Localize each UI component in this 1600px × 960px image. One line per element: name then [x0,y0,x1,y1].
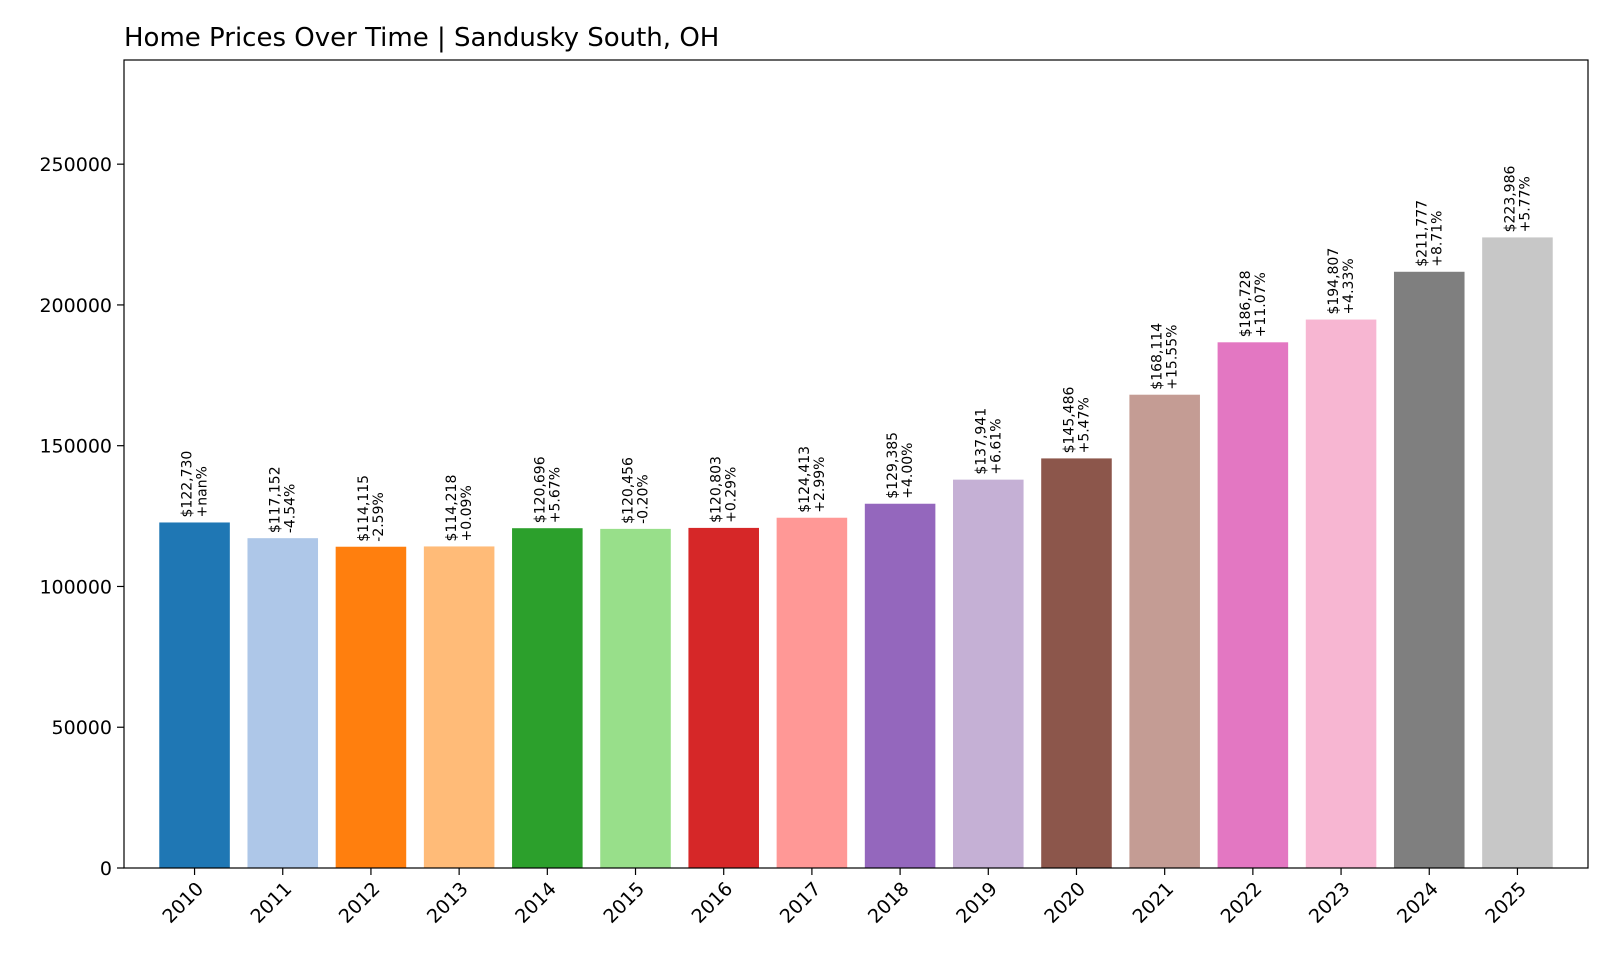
y-tick-label: 250000 [39,154,112,176]
data-label-2016: $120,803+0.29% [709,456,740,523]
value-label: $120,696 [532,456,548,523]
data-label-2014: $120,696+5.67% [532,456,563,523]
bar-2020 [1041,458,1112,868]
value-label: $145,486 [1061,387,1077,454]
bar-2011 [247,538,319,868]
data-label-2021: $168,114+15.55% [1150,323,1181,390]
x-tick-label-2017: 2017 [776,878,826,928]
x-tick-label-2012: 2012 [335,878,385,928]
value-label: $194,807 [1326,248,1342,315]
value-label: $122,730 [180,451,196,518]
y-tick-label: 200000 [39,295,112,317]
bar-2018 [864,503,936,868]
change-label: +0.09% [459,485,475,541]
data-label-2010: $122,730+nan% [180,451,211,518]
change-label: +5.67% [547,467,563,523]
x-tick-label-2024: 2024 [1393,878,1443,928]
x-tick-label-2013: 2013 [423,878,473,928]
change-label: +5.77% [1517,176,1533,232]
y-tick-label: 100000 [39,576,112,598]
bar-2025 [1482,237,1553,868]
value-label: $129,385 [885,432,901,499]
value-label: $117,152 [268,466,284,533]
change-label: -2.59% [371,492,387,542]
data-label-2024: $211,777+8.71% [1414,200,1445,267]
change-label: +0.29% [724,467,740,523]
value-label: $137,941 [973,408,989,475]
value-label: $186,728 [1238,270,1254,337]
data-label-2018: $129,385+4.00% [885,432,916,499]
bar-2021 [1129,394,1200,868]
x-tick-label-2016: 2016 [687,878,737,928]
value-label: $223,986 [1502,166,1518,233]
bar-2012 [335,546,407,868]
x-tick-label-2021: 2021 [1128,878,1178,928]
change-label: +15.55% [1165,325,1181,390]
data-label-2017: $124,413+2.99% [797,446,828,513]
y-axis: 0 50000 100000 150000 200000 250000 [39,154,124,880]
bar-2010 [159,522,230,868]
bar-2022 [1217,342,1289,869]
data-label-2013: $114,218+0.09% [444,475,475,542]
y-tick-label: 150000 [39,436,112,458]
x-tick-label-2010: 2010 [158,878,208,928]
bar-2017 [776,517,848,868]
change-label: -4.54% [283,484,299,534]
value-label: $120,803 [709,456,725,523]
data-label-2012: $114,115-2.59% [356,475,387,542]
bar-2013 [423,546,495,868]
x-tick-label-2014: 2014 [511,878,561,928]
x-tick-label-2023: 2023 [1305,878,1355,928]
change-label: +5.47% [1076,397,1092,453]
change-label: +4.33% [1341,258,1357,314]
data-label-2025: $223,986+5.77% [1502,166,1533,233]
value-label: $114,115 [356,475,372,542]
value-label: $124,413 [797,446,813,513]
change-label: +11.07% [1253,272,1269,337]
change-label: +2.99% [812,457,828,513]
data-label-2023: $194,807+4.33% [1326,248,1357,315]
bar-2019 [953,479,1024,868]
x-tick-label-2015: 2015 [599,878,649,928]
bar-2024 [1393,271,1465,868]
bar-2014 [512,528,583,868]
chart-title: Home Prices Over Time | Sandusky South, … [124,23,719,53]
y-tick-label: 0 [100,858,112,880]
x-tick-label-2020: 2020 [1040,878,1090,928]
x-tick-label-2011: 2011 [247,878,297,928]
value-label: $168,114 [1150,323,1166,390]
change-label: -0.20% [636,474,652,524]
value-label: $120,456 [621,457,637,524]
x-axis: 2010 2011 2012 2013 2014 2015 2016 2017 2018 2019… [158,868,1531,928]
y-tick-label: 50000 [52,717,112,739]
x-tick-label-2018: 2018 [864,878,914,928]
change-label: +4.00% [900,443,916,499]
data-label-2019: $137,941+6.61% [973,408,1004,475]
value-label: $114,218 [444,475,460,542]
data-label-2020: $145,486+5.47% [1061,387,1092,454]
x-tick-label-2019: 2019 [952,878,1002,928]
bar-2016 [688,527,759,868]
change-label: +8.71% [1429,211,1445,267]
data-labels-group: $122,730+nan% $117,152-4.54% $114,115-2.59… [180,166,1534,542]
bars-group [159,237,1553,869]
bar-2023 [1305,319,1377,868]
data-label-2015: $120,456-0.20% [621,457,652,524]
plot-frame [123,59,1589,869]
bar-2015 [600,528,671,868]
x-tick-label-2025: 2025 [1481,878,1531,928]
data-label-2011: $117,152-4.54% [268,466,299,533]
change-label: +nan% [195,466,211,517]
x-tick-label-2022: 2022 [1217,878,1267,928]
data-label-2022: $186,728+11.07% [1238,270,1269,337]
change-label: +6.61% [988,418,1004,474]
value-label: $211,777 [1414,200,1430,267]
